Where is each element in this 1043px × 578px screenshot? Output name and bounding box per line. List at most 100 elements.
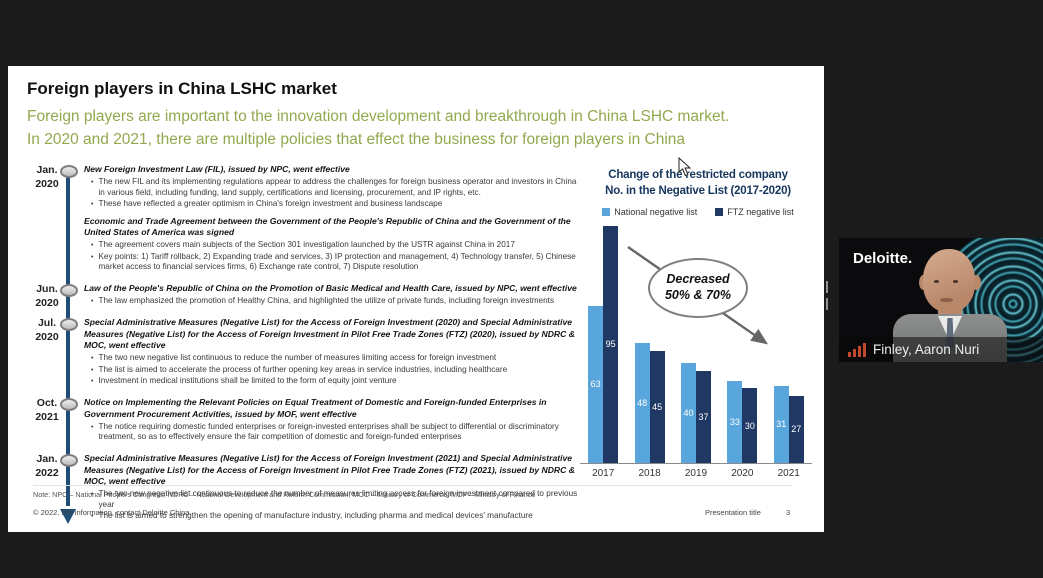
bar-value-label: 45 [652,401,663,412]
bar-2019: 40 [680,363,696,464]
legend-swatch-icon [602,208,611,217]
chart-plot-area: 63 95 48 45 40 37 33 30 31 27 Decreased 50% & 70% [580,223,812,465]
bar-group-2019: 40 37 [673,223,719,464]
panel-resize-handle[interactable] [826,281,828,310]
participant-name-bar: Finley, Aaron Nuri [839,337,1043,362]
timeline-marker-icon [60,454,78,468]
bullet-icon: • [91,200,94,208]
policy-heading: New Foreign Investment Law (FIL), issued… [84,164,350,174]
timeline-date: Jun. 2020 [32,283,62,313]
slide-title: Foreign players in China LSHC market [27,79,337,98]
signal-strength-icon [848,342,866,357]
bar-value-label: 37 [698,411,709,422]
x-axis-label: 2018 [638,468,661,480]
timeline-group: Jan. 2020 New Foreign Investment Law (FIL)… [32,164,580,279]
timeline-group: Jan. 2022 Special Administrative Measures … [32,453,580,528]
participant-name: Finley, Aaron Nuri [873,342,980,357]
bar-2018: 48 [634,343,650,464]
bar-value-label: 27 [791,424,802,435]
timeline-content: New Foreign Investment Law (FIL), issued… [84,164,580,279]
policy-bullet-text: Investment in medical institutions shall… [98,375,397,385]
policy-heading: Notice on Implementing the Relevant Poli… [84,397,547,419]
policy-bullet: • The new FIL and its implementing regula… [91,177,580,199]
bar-2021: 27 [788,395,804,464]
timeline-date-line: 2020 [35,331,59,344]
policy-bullet: • The list is aimed to accelerate the pro… [91,365,580,376]
bar-value-label: 95 [605,339,616,350]
legend-label: FTZ negative list [727,207,794,218]
bar-2017: 63 [588,305,604,464]
timeline-content: Special Administrative Measures (Negativ… [84,317,580,393]
policy-heading: Special Administrative Measures (Negativ… [84,317,575,351]
deloitte-logo: Deloitte. [853,250,913,267]
policy-bullet: • The two new negative list continuous to… [91,353,580,364]
bullet-icon: • [91,298,94,306]
bullet-icon: • [91,179,94,187]
bullet-icon: • [91,512,94,520]
timeline-date-line: 2021 [35,410,59,423]
timeline-date: Jan. 2022 [32,453,62,528]
legend-item: National negative list [602,207,697,217]
bullet-icon: • [91,355,94,363]
participant-figure [934,280,939,283]
timeline-entry: Law of the People's Republic of China on… [84,283,580,307]
policy-bullet-text: The agreement covers main subjects of th… [98,240,515,250]
chart-title: Change of the restricted company No. in … [605,169,791,197]
policy-bullet: • These have reflected a greater optimism… [91,199,580,210]
x-axis-label: 2017 [592,468,615,480]
participant-figure [923,249,975,312]
timeline-date: Oct. 2021 [32,397,62,449]
timeline-date-line: Oct. [36,397,58,410]
policy-heading: Economic and Trade Agreement between the… [84,215,571,238]
slide-copyright: © 2022. For information, contact Deloitt… [33,508,192,517]
slide-note: Note: NPC – National People's Congress; … [33,490,536,499]
x-axis-label: 2021 [777,468,800,480]
bar-groups: 63 95 48 45 40 37 33 30 31 27 [580,223,812,464]
timeline-content: Notice on Implementing the Relevant Poli… [84,397,580,449]
bullet-icon: • [91,366,94,374]
x-axis-label: 2020 [731,468,754,480]
timeline-date-line: Jun. [36,283,58,296]
timeline-marker-icon [60,284,78,298]
mouse-cursor [678,157,692,177]
policy-bullet-text: Key points: 1) Tariff rollback, 2) Expan… [98,251,576,272]
legend-swatch-icon [715,208,724,217]
bullet-icon: • [91,423,94,431]
decrease-annotation: Decreased 50% & 70% [648,258,748,319]
bar-value-label: 30 [744,420,755,431]
timeline-marker-icon [60,398,78,412]
policy-bullet-text: The list is aimed to strengthen the open… [98,510,533,520]
legend-item: FTZ negative list [715,207,794,217]
bar-2019: 37 [695,370,711,464]
slide-footer-title: Presentation title [705,508,761,517]
timeline-date-line: 2020 [35,177,59,190]
bar-group-2018: 48 45 [626,223,672,464]
participant-video-tile[interactable]: Deloitte. Finley, Aaron Nuri [839,238,1043,362]
x-axis-label: 2019 [684,468,708,480]
slide-page-number: 3 [786,508,791,517]
bar-2017: 95 [603,225,619,464]
timeline-group: Jul. 2020 Special Administrative Measures … [32,317,580,393]
timeline-entry: New Foreign Investment Law (FIL), issued… [84,164,580,210]
presentation-slide: Foreign players in China LSHC market For… [8,66,824,532]
policy-bullet: • Key points: 1) Tariff rollback, 2) Expa… [91,252,580,274]
chart-legend: National negative list FTZ negative list [578,207,818,217]
timeline-content: Special Administrative Measures (Negativ… [84,453,580,528]
policy-bullet-text: These have reflected a greater optimism … [98,198,443,208]
bar-value-label: 63 [590,379,601,390]
slide-subtitle-line-2: In 2020 and 2021, there are multiple pol… [27,130,686,148]
bar-2020: 30 [742,388,758,464]
legend-label: National negative list [614,207,698,218]
policy-heading: Law of the People's Republic of China on… [84,283,577,294]
policy-bullet: • The two new negative list continuous to… [91,489,580,511]
footer-divider [33,485,792,486]
bar-2018: 45 [649,350,665,464]
bar-value-label: 48 [637,398,648,409]
timeline-date-line: Jan. [36,453,58,466]
timeline-entry: Economic and Trade Agreement between the… [84,216,580,273]
policy-bullet-text: The two new negative list continuous to … [98,353,497,363]
timeline-date-line: Jul. [37,317,57,330]
bar-group-2017: 63 95 [580,223,626,464]
bullet-icon: • [91,491,94,499]
participant-figure [972,275,981,290]
